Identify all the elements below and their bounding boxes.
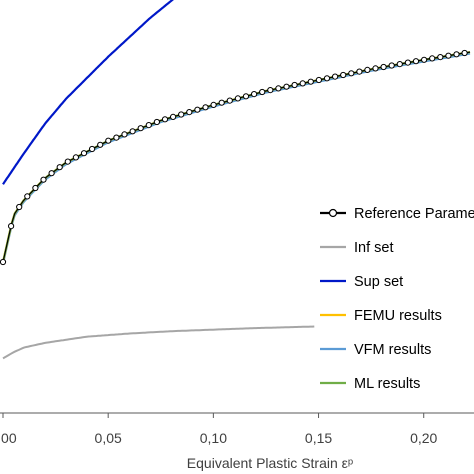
- data-point-marker: [178, 111, 185, 118]
- data-point-marker: [421, 56, 428, 63]
- x-tick-label: 0,05: [95, 430, 122, 446]
- data-point-marker: [113, 134, 120, 141]
- data-point-marker: [364, 66, 371, 74]
- series-line-inf-set: [2, 325, 315, 360]
- data-point-marker: [24, 193, 31, 200]
- data-point-marker: [340, 71, 347, 79]
- data-point-marker: [56, 164, 63, 171]
- legend-label-sup-set: Sup set: [354, 274, 403, 290]
- legend: Reference Parameters Inf set Sup set FEMU r…: [320, 206, 474, 392]
- x-tick-label: 0,10: [200, 430, 227, 446]
- legend-label-ml-results: ML results: [354, 376, 420, 392]
- data-point-marker: [218, 99, 225, 106]
- x-tick-label: 0,20: [410, 430, 437, 446]
- data-point-marker: [388, 62, 395, 69]
- data-point-marker: [275, 85, 282, 92]
- data-point-marker: [64, 158, 71, 165]
- x-axis-title: Equivalent Plastic Strain εᵖ: [187, 455, 353, 471]
- data-point-marker: [153, 118, 160, 126]
- legend-label-vfm-results: VFM results: [354, 342, 431, 358]
- series-line-sup-set: [2, 0, 174, 185]
- data-point-marker: [323, 75, 331, 82]
- data-point-marker: [105, 137, 112, 144]
- legend-label-inf-set: Inf set: [354, 240, 394, 256]
- data-point-marker: [453, 51, 460, 58]
- data-point-marker: [0, 258, 7, 266]
- data-point-marker: [299, 80, 306, 87]
- data-point-marker: [72, 154, 80, 161]
- data-point-marker: [380, 63, 387, 71]
- data-point-marker: [137, 125, 144, 132]
- legend-marker: [328, 208, 338, 218]
- x-tick-label: 0,00: [0, 430, 17, 446]
- data-point-marker: [404, 59, 411, 66]
- data-point-marker: [40, 176, 47, 183]
- data-point-marker: [332, 73, 339, 80]
- data-point-marker: [307, 78, 314, 85]
- data-point-marker: [372, 65, 379, 72]
- legend-label-femu-results: FEMU results: [354, 308, 442, 324]
- data-point-marker: [356, 68, 363, 75]
- data-point-marker: [445, 52, 452, 59]
- data-point-marker: [348, 70, 355, 77]
- data-point-marker: [16, 203, 23, 211]
- x-tick-label: 0,15: [305, 430, 332, 446]
- data-point-marker: [8, 223, 15, 230]
- data-point-marker: [226, 97, 233, 104]
- data-point-marker: [396, 61, 403, 68]
- data-point-marker: [121, 131, 128, 138]
- data-point-marker: [412, 58, 420, 65]
- data-point-marker: [97, 141, 104, 148]
- data-point-marker: [202, 104, 209, 111]
- data-point-marker: [210, 101, 217, 109]
- x-axis-ticks: 0,00 0,05 0,10 0,15 0,20: [0, 413, 438, 446]
- data-point-marker: [283, 83, 290, 90]
- data-point-marker: [267, 87, 274, 94]
- data-point-marker: [89, 145, 96, 153]
- data-point-marker: [291, 81, 298, 89]
- data-point-marker: [32, 184, 39, 192]
- data-point-marker: [234, 95, 241, 102]
- data-point-marker: [48, 170, 55, 177]
- data-point-marker: [437, 54, 444, 61]
- data-point-marker: [259, 88, 266, 96]
- data-point-marker: [315, 76, 322, 84]
- data-point-marker: [242, 93, 250, 100]
- data-point-marker: [161, 116, 169, 123]
- data-point-marker: [429, 55, 436, 62]
- data-point-marker: [194, 106, 201, 113]
- data-point-marker: [129, 128, 136, 135]
- data-point-marker: [251, 91, 258, 98]
- legend-label-reference-parameters: Reference Parameters: [354, 206, 474, 222]
- plot-area: [0, 0, 471, 360]
- data-point-marker: [186, 109, 193, 116]
- data-point-marker: [170, 113, 177, 121]
- data-point-marker: [461, 49, 468, 57]
- data-point-marker: [80, 150, 88, 157]
- data-point-marker: [145, 122, 152, 129]
